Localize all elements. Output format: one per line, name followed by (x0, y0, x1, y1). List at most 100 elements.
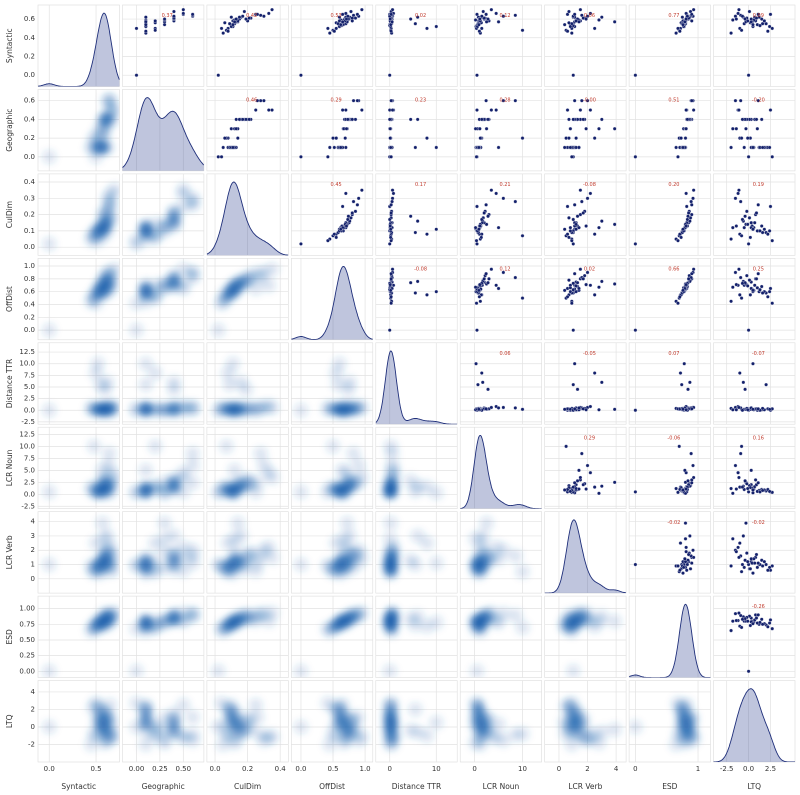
y-tick-label: 0.25 (19, 652, 35, 660)
scatter-point (577, 286, 581, 291)
panel-bg (713, 680, 796, 763)
scatter-point (749, 468, 754, 473)
scatter-point (745, 19, 750, 23)
scatter-point (572, 361, 577, 366)
scatter-point (351, 98, 356, 103)
x-axis-label: OffDist (319, 782, 345, 791)
scatter-point (683, 468, 687, 473)
scatter-point (751, 227, 755, 232)
y-tick-label: 0 (31, 575, 35, 583)
kde-area (544, 519, 627, 594)
kde-blobs (382, 696, 444, 752)
scatter-point (143, 29, 148, 34)
panel-content (729, 361, 775, 413)
scatter-point (513, 13, 518, 18)
x-axis-label: LCR Verb (568, 782, 602, 791)
x-axis-label: Distance TTR (392, 782, 441, 791)
panel-content (42, 516, 120, 581)
scatter-point (737, 267, 741, 272)
panel-content (473, 267, 525, 333)
correlation-label: 0.29 (331, 98, 342, 104)
x-axis-label: Syntactic (61, 782, 96, 791)
correlation-label: 0.66 (668, 266, 679, 272)
density-blob (383, 698, 398, 713)
density-blob (339, 544, 354, 559)
scatter-point (234, 126, 239, 131)
y-axis-label: OffDist (5, 286, 14, 312)
y-tick-label: -2 (28, 740, 35, 748)
panel-bg (628, 426, 711, 509)
scatter-point (597, 285, 601, 290)
panel-content (42, 183, 120, 251)
scatter-point (567, 216, 571, 220)
panel-content (729, 521, 775, 575)
scatter-point (408, 117, 413, 122)
panel-content (387, 267, 439, 333)
scatter-point (232, 20, 237, 24)
scatter-point (678, 541, 683, 545)
panel-content (633, 361, 696, 413)
scatter-point (766, 29, 770, 34)
correlation-label: 0.28 (499, 98, 510, 104)
density-blob (84, 737, 99, 752)
density-blob (676, 698, 691, 713)
density-blob (293, 664, 308, 678)
scatter-point (477, 407, 481, 412)
panel (37, 89, 120, 172)
y-tick-label: 3 (31, 532, 35, 540)
scatter-point (681, 288, 685, 293)
density-blob (185, 266, 200, 281)
scatter-point (501, 98, 506, 103)
scatter-point (387, 242, 392, 246)
panel-content (211, 356, 280, 418)
density-blob (166, 382, 181, 397)
scatter-point (691, 188, 696, 193)
x-tick-label: 1.0 (360, 765, 371, 773)
scatter-point (737, 611, 741, 615)
kde-area (375, 350, 458, 425)
scatter-point (482, 16, 487, 20)
scatter-point (633, 328, 638, 333)
y-axis-label: Geographic (5, 109, 14, 152)
panel (37, 173, 120, 256)
scatter-point (679, 235, 683, 240)
panel (459, 680, 542, 763)
correlation-label: -0.26 (752, 604, 765, 610)
density-blob (332, 698, 347, 713)
scatter-point (592, 26, 597, 31)
density-blob (250, 401, 265, 416)
panel: 0.02 (375, 4, 458, 87)
y-tick-label: 12.5 (19, 348, 35, 356)
scatter-point (734, 224, 739, 228)
density-blob (185, 446, 200, 461)
panel-bg (713, 511, 796, 594)
scatter-point (242, 9, 247, 14)
panel: 0.23 (375, 89, 458, 172)
scatter-point (584, 224, 588, 228)
x-tick-label: 1 (696, 765, 700, 773)
panel-content (382, 516, 444, 581)
density-blob (92, 566, 107, 581)
scatter-point (568, 229, 573, 233)
scatter-point (766, 568, 770, 573)
scatter-point (484, 126, 489, 131)
density-blob (138, 463, 153, 478)
density-blob (138, 377, 153, 392)
scatter-point (513, 275, 518, 280)
scatter-point (633, 154, 638, 159)
scatter-point (685, 217, 690, 222)
panel-content (375, 350, 458, 425)
panel-bg (713, 595, 796, 678)
panel: 0.12 (459, 258, 542, 341)
scatter-point (584, 126, 588, 131)
kde-blobs (42, 183, 120, 251)
panel (122, 680, 205, 763)
x-tick-label: 0.0 (209, 765, 220, 773)
scatter-point (676, 490, 680, 495)
density-blob (607, 722, 622, 737)
scatter-point (633, 242, 638, 246)
scatter-point (754, 277, 759, 281)
scatter-point (766, 624, 770, 629)
panel (122, 342, 205, 425)
panel-content (473, 188, 525, 246)
